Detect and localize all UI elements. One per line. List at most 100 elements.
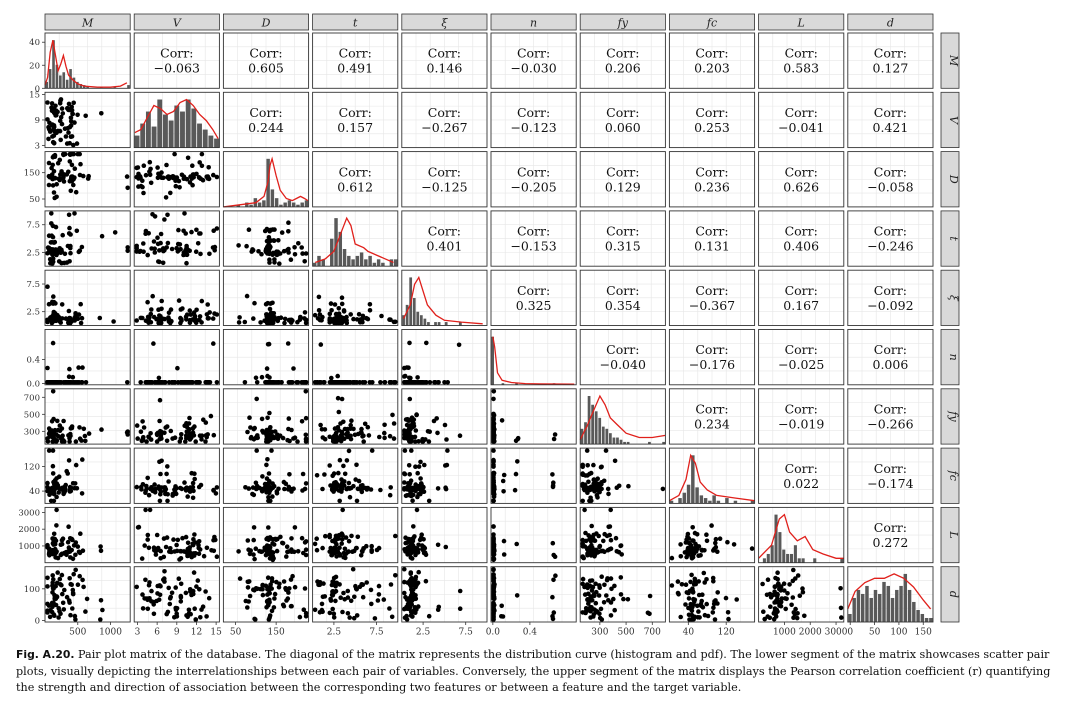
scatter-point (335, 395, 341, 401)
panel-border (490, 447, 577, 504)
column-label-M: M (81, 17, 94, 30)
scatter-point (158, 471, 163, 477)
column-strip-D: D (222, 13, 309, 31)
scatter-point (48, 260, 53, 266)
scatter-point (550, 540, 556, 546)
scatter-point (139, 556, 145, 561)
x-tick-label-V: 15 (210, 628, 222, 638)
scatter-point (598, 606, 604, 612)
scatter-point (196, 539, 202, 544)
scatter-point (420, 436, 425, 442)
scatter-point (412, 534, 417, 539)
scatter-point (499, 603, 505, 609)
scatter-point (613, 535, 619, 541)
scatter-point (67, 439, 72, 444)
scatter-point (715, 601, 720, 606)
scatter-point (408, 478, 414, 484)
scatter-point (190, 495, 196, 501)
histogram-bar (191, 108, 197, 148)
histogram-bar (491, 336, 495, 385)
scatter-point (491, 546, 496, 552)
scatter-point (246, 547, 251, 552)
scatter-point (98, 548, 104, 554)
scatter-point (356, 312, 362, 317)
x-tick-label-d: 0 (847, 628, 853, 638)
scatter-point (491, 498, 496, 504)
scatter-point (696, 609, 701, 614)
scatter-point (57, 609, 62, 614)
scatter-point (588, 608, 593, 614)
scatter-point (427, 380, 433, 385)
scatter-point (203, 589, 208, 594)
row-strip-V: V (940, 91, 960, 149)
scatter-point (143, 318, 149, 324)
scatter-point (402, 566, 407, 572)
scatter-point (47, 614, 53, 620)
scatter-point (156, 484, 161, 489)
corr-label: Corr: (517, 46, 550, 61)
histogram-bar (427, 322, 430, 326)
scatter-point (253, 480, 259, 486)
scatter-point (68, 123, 74, 128)
scatter-point (287, 586, 292, 591)
scatter-point (144, 439, 149, 444)
scatter-point (402, 471, 407, 476)
scatter-point (60, 232, 65, 238)
scatter-point (339, 541, 345, 546)
scatter-point (333, 580, 338, 586)
scatter-point (146, 231, 151, 236)
scatter-point (402, 374, 407, 379)
scatter-point (793, 576, 798, 581)
scatter-point (265, 603, 271, 608)
scatter-point (411, 417, 417, 422)
scatter-point (331, 471, 337, 476)
panel-border (668, 447, 756, 504)
scatter-point (250, 491, 255, 497)
corr-label: Corr: (606, 164, 639, 179)
panel-fc-L: Corr:0.022 (758, 447, 845, 504)
scatter-point (357, 380, 363, 385)
scatter-point (550, 594, 555, 600)
y-tick-label-fy: 500 (24, 410, 40, 420)
panel-n-t (312, 329, 399, 386)
scatter-point (376, 583, 382, 589)
scatter-point (376, 592, 382, 597)
scatter-point (51, 486, 57, 491)
scatter-point (51, 531, 57, 537)
histogram-bar (347, 255, 351, 267)
corr-value: 0.315 (605, 239, 641, 254)
scatter-point (260, 592, 266, 598)
scatter-point (59, 106, 65, 111)
scatter-point (54, 318, 59, 324)
scatter-point (333, 598, 338, 604)
scatter-point (197, 587, 202, 592)
scatter-point (98, 544, 103, 549)
scatter-point (71, 142, 76, 148)
histogram-bar (648, 441, 651, 445)
scatter-point (46, 233, 52, 238)
scatter-point (72, 166, 78, 171)
scatter-point (340, 609, 345, 615)
corr-label: Corr: (874, 46, 907, 61)
scatter-point (83, 609, 88, 614)
scatter-point (316, 294, 322, 300)
scatter-point (182, 211, 187, 216)
scatter-point (413, 464, 418, 470)
scatter-point (445, 380, 451, 385)
panel-border (401, 566, 488, 623)
scatter-point (436, 380, 441, 385)
histogram-bar (313, 262, 317, 267)
scatter-point (54, 182, 59, 187)
scatter-point (621, 596, 626, 602)
scatter-point (779, 596, 785, 601)
corr-value: 0.146 (427, 61, 463, 76)
scatter-point (267, 257, 272, 263)
scatter-point (355, 486, 361, 492)
scatter-point (320, 486, 325, 492)
scatter-point (197, 160, 202, 165)
scatter-point (286, 220, 291, 225)
scatter-point (69, 162, 75, 168)
scatter-point (407, 340, 412, 346)
scatter-point (253, 546, 259, 551)
